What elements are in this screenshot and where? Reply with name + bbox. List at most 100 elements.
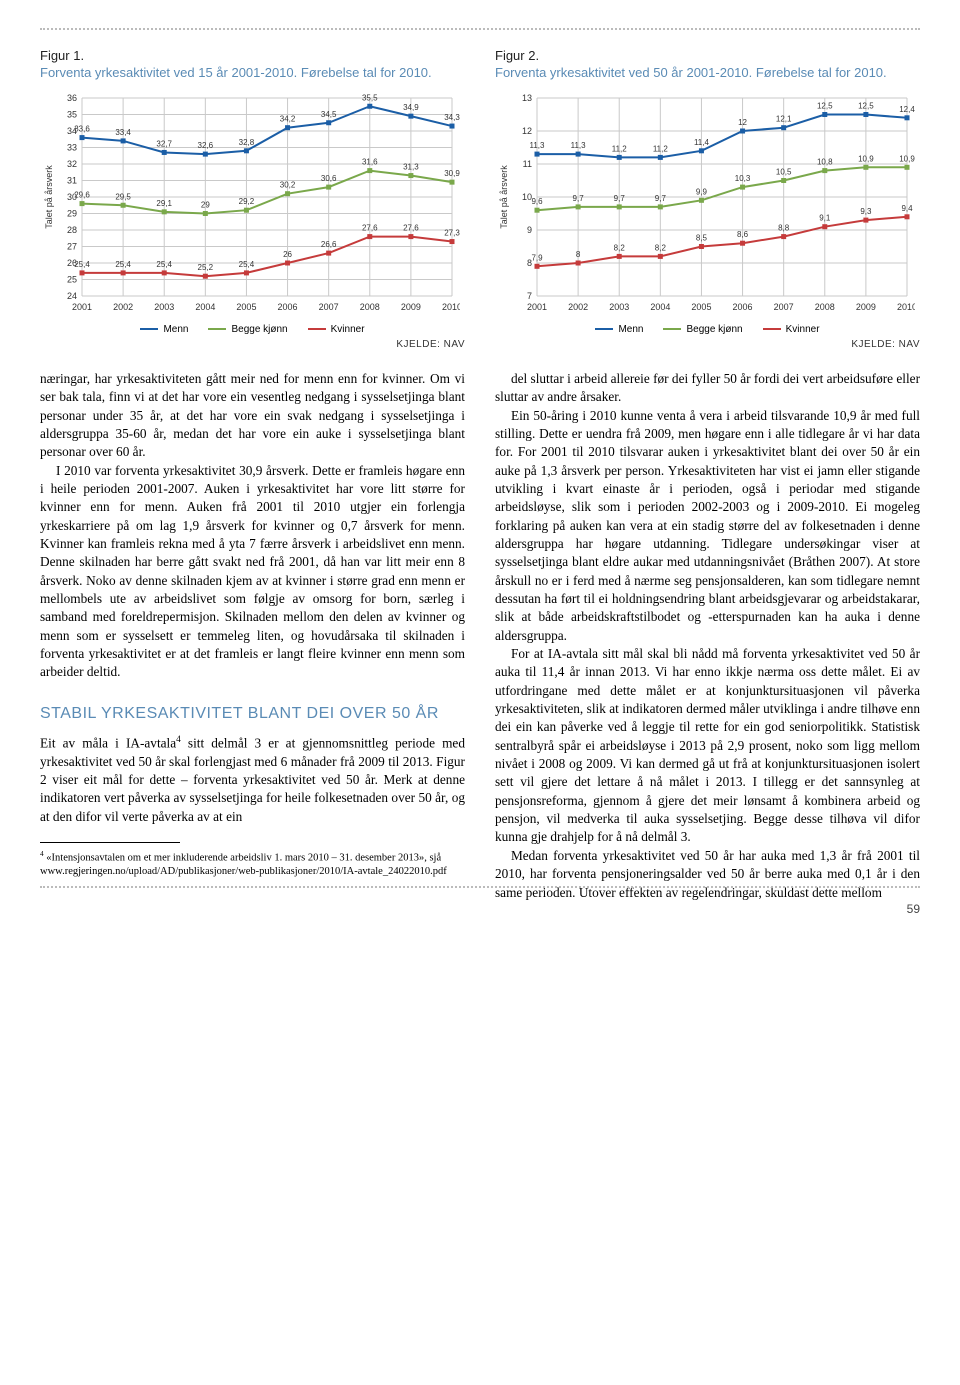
svg-text:2009: 2009 [401,302,421,312]
svg-text:29,1: 29,1 [156,199,172,208]
svg-text:12: 12 [522,126,532,136]
svg-text:7: 7 [527,291,532,301]
body-text: Ein 50-åring i 2010 kunne venta å vera i… [495,407,920,645]
svg-text:2005: 2005 [691,302,711,312]
svg-text:27,6: 27,6 [403,223,419,232]
svg-text:9,6: 9,6 [531,197,543,206]
svg-text:2001: 2001 [72,302,92,312]
legend-label: Menn [163,324,188,335]
section-heading: STABIL YRKESAKTIVITET BLANT DEI OVER 50 … [40,704,465,724]
svg-text:29,2: 29,2 [239,197,255,206]
svg-text:31,6: 31,6 [362,157,378,166]
svg-text:32,6: 32,6 [198,141,214,150]
svg-text:2004: 2004 [650,302,670,312]
svg-text:35,5: 35,5 [362,93,378,102]
body-text: Eit av måla i IA-avtala4 sitt delmål 3 e… [40,734,465,826]
svg-text:10,8: 10,8 [817,157,833,166]
svg-text:8,8: 8,8 [778,223,790,232]
legend-label: Begge kjønn [231,324,287,335]
svg-text:34,3: 34,3 [444,113,460,122]
svg-text:8,6: 8,6 [737,230,749,239]
legend-label: Kvinner [786,324,820,335]
page-number: 59 [907,902,920,916]
svg-text:2005: 2005 [236,302,256,312]
svg-text:31,3: 31,3 [403,162,419,171]
svg-text:2002: 2002 [113,302,133,312]
svg-text:12: 12 [738,118,747,127]
svg-text:9,7: 9,7 [655,194,667,203]
svg-text:24: 24 [67,291,77,301]
svg-text:9,1: 9,1 [819,214,831,223]
svg-text:32,8: 32,8 [239,138,255,147]
svg-text:34,5: 34,5 [321,110,337,119]
legend-item: Menn [595,324,643,335]
legend-label: Menn [618,324,643,335]
legend-swatch [663,328,681,330]
legend-swatch [140,328,158,330]
svg-text:34,2: 34,2 [280,115,296,124]
legend-item: Begge kjønn [663,324,742,335]
svg-text:10,3: 10,3 [735,174,751,183]
legend-item: Kvinner [308,324,365,335]
svg-text:2004: 2004 [195,302,215,312]
svg-text:2007: 2007 [774,302,794,312]
svg-text:11,3: 11,3 [571,141,587,150]
svg-text:8,2: 8,2 [614,243,626,252]
svg-text:11,2: 11,2 [653,144,669,153]
svg-text:9,3: 9,3 [860,207,872,216]
svg-text:2008: 2008 [815,302,835,312]
top-divider [40,28,920,30]
legend-label: Kvinner [331,324,365,335]
svg-text:29: 29 [201,200,210,209]
svg-text:11,3: 11,3 [530,141,546,150]
svg-text:12,5: 12,5 [858,101,874,110]
svg-text:33: 33 [67,142,77,152]
svg-text:2010: 2010 [442,302,460,312]
figure-1-label: Figur 1. [40,48,465,63]
svg-text:28: 28 [67,225,77,235]
legend-swatch [208,328,226,330]
svg-text:Talet på årsverk: Talet på årsverk [499,165,509,229]
legend-label: Begge kjønn [686,324,742,335]
svg-text:2008: 2008 [360,302,380,312]
body-text: Medan forventa yrkesaktivitet ved 50 år … [495,847,920,902]
svg-text:9,4: 9,4 [901,204,913,213]
legend-item: Begge kjønn [208,324,287,335]
svg-text:2006: 2006 [733,302,753,312]
svg-text:9,7: 9,7 [614,194,626,203]
svg-text:2001: 2001 [527,302,547,312]
legend-item: Menn [140,324,188,335]
legend-swatch [595,328,613,330]
svg-text:10,9: 10,9 [858,154,874,163]
body-text: I 2010 var forventa yrkesaktivitet 30,9 … [40,462,465,682]
svg-text:29: 29 [67,208,77,218]
svg-text:12,4: 12,4 [899,105,915,114]
legend-swatch [763,328,781,330]
svg-text:12,5: 12,5 [817,101,833,110]
svg-text:29,5: 29,5 [115,192,131,201]
svg-text:Talet på årsverk: Talet på årsverk [44,165,54,229]
svg-text:2010: 2010 [897,302,915,312]
svg-text:2007: 2007 [319,302,339,312]
body-columns: næringar, har yrkesaktiviteten gått meir… [40,370,920,902]
svg-text:32: 32 [67,159,77,169]
svg-text:30,6: 30,6 [321,174,337,183]
figures-row: Figur 1. Forventa yrkesaktivitet ved 15 … [40,48,920,350]
body-text: For at IA-avtala sitt mål skal bli nådd … [495,645,920,847]
svg-text:8,5: 8,5 [696,233,708,242]
svg-text:26,6: 26,6 [321,240,337,249]
bottom-divider [40,886,920,888]
footnote-separator [40,842,180,843]
svg-text:2009: 2009 [856,302,876,312]
svg-text:11,2: 11,2 [612,144,628,153]
svg-text:36: 36 [67,93,77,103]
svg-text:7,9: 7,9 [531,253,543,262]
svg-text:26: 26 [283,250,292,259]
svg-text:25: 25 [67,274,77,284]
svg-text:33,4: 33,4 [115,128,131,137]
svg-text:25,4: 25,4 [156,260,172,269]
svg-text:11: 11 [523,159,532,169]
legend-swatch [308,328,326,330]
svg-text:8: 8 [576,250,581,259]
svg-text:25,4: 25,4 [239,260,255,269]
